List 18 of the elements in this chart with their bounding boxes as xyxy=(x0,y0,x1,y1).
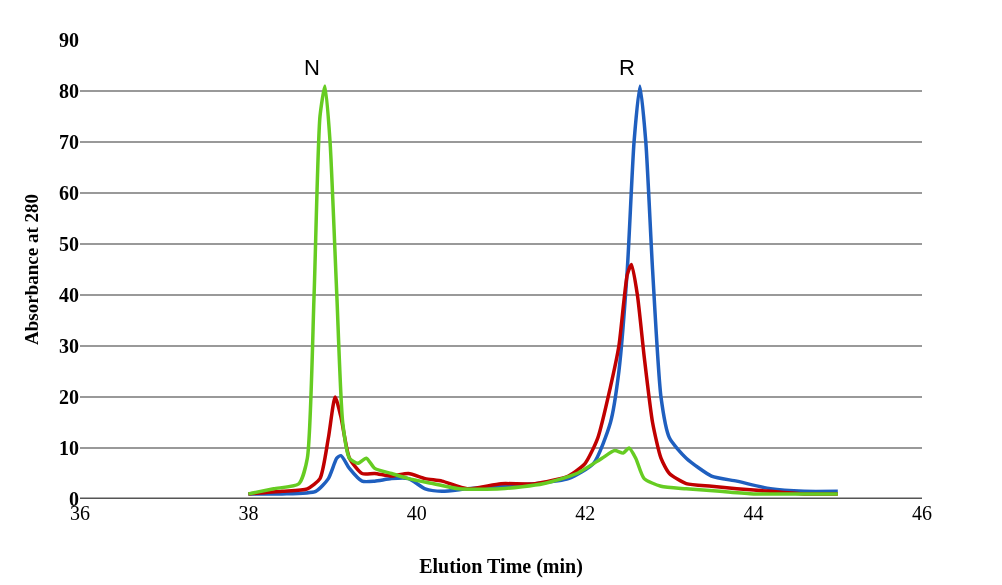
y-tick-label: 30 xyxy=(59,335,79,357)
y-tick-label: 40 xyxy=(59,284,79,306)
y-tick-label: 80 xyxy=(59,80,79,102)
annotation: R xyxy=(619,55,635,80)
y-tick-label: 90 xyxy=(59,29,79,51)
y-tick-label: 50 xyxy=(59,233,79,255)
x-tick-label: 40 xyxy=(406,502,427,524)
x-axis-title: Elution Time (min) xyxy=(419,554,583,578)
y-tick-label: 70 xyxy=(59,131,79,153)
y-axis-title: Absorbance at 280 xyxy=(20,194,42,345)
x-tick-label: 46 xyxy=(912,502,932,524)
y-tick-label: 20 xyxy=(59,386,79,408)
x-tick-label: 44 xyxy=(743,502,764,524)
x-tick-label: 38 xyxy=(238,502,259,524)
y-tick-label: 60 xyxy=(59,182,79,204)
x-tick-label: 42 xyxy=(575,502,596,524)
y-tick-label: 10 xyxy=(59,437,79,459)
annotation: N xyxy=(304,55,320,80)
